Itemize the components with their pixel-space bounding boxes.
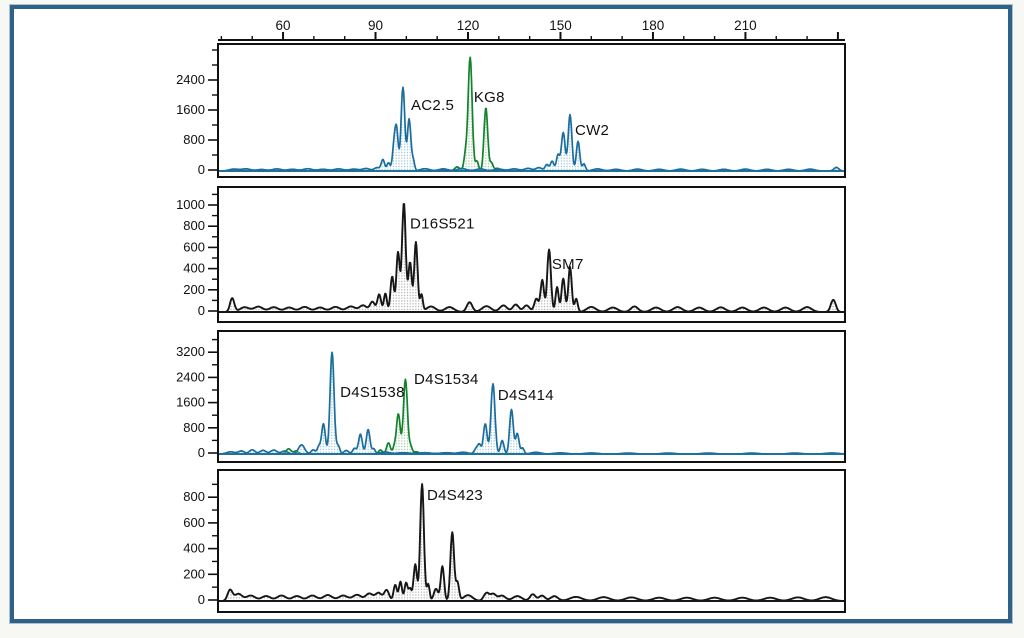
marker-label-D4S423: D4S423 <box>427 487 483 504</box>
panel-4-y-tick-label-600: 600 <box>183 515 205 530</box>
panel-3-y-tick-label-1600: 1600 <box>176 395 205 410</box>
panel-1: 0 800 1600 2400 AC2.5 KG8 CW2 <box>176 43 846 178</box>
marker-label-D16S521: D16S521 <box>410 216 475 233</box>
marker-label-SM7: SM7 <box>552 256 584 273</box>
marker-label-D4S414: D4S414 <box>498 387 554 404</box>
panel-4-trace-black <box>219 483 844 602</box>
x-tick-label-60: 60 <box>276 18 291 33</box>
panel-2: 0 200 400 600 800 1000 D16S521 SM7 <box>176 186 846 323</box>
panel-2-box <box>217 186 846 323</box>
marker-label-KG8: KG8 <box>474 89 505 106</box>
x-tick-label-210: 210 <box>734 18 757 33</box>
x-tick-label-120: 120 <box>457 18 480 33</box>
panel-4-box <box>217 469 846 613</box>
panel-4-y-tick-label-800: 800 <box>183 489 205 504</box>
panel-1-box <box>217 43 846 178</box>
marker-label-AC2-5: AC2.5 <box>411 97 454 114</box>
panel-2-y-tick-label-400: 400 <box>183 261 205 276</box>
panel-4-y-tick-label-0: 0 <box>198 592 205 607</box>
panel-3-y-tick-label-3200: 3200 <box>176 344 205 359</box>
panel-3: 0 800 1600 2400 3200 D4S1538 D4S1534 D4S414 <box>176 330 846 463</box>
panel-1-trace-blue <box>219 86 844 172</box>
marker-label-D4S1534: D4S1534 <box>414 371 479 388</box>
panel-2-y-tick-label-600: 600 <box>183 239 205 254</box>
panel-1-y-tick-label-800: 800 <box>183 132 205 147</box>
panel-2-trace-black <box>219 203 844 313</box>
x-tick-label-90: 90 <box>368 18 383 33</box>
x-axis: 60 90 120 150 180 210 <box>218 18 845 41</box>
panel-2-y-tick-label-0: 0 <box>198 303 205 318</box>
panel-2-y-tick-label-800: 800 <box>183 218 205 233</box>
panel-2-y-tick-label-1000: 1000 <box>176 197 205 212</box>
panel-2-y-tick-label-200: 200 <box>183 282 205 297</box>
panel-1-y-tick-label-0: 0 <box>198 162 205 177</box>
panel-1-y-tick-label-1600: 1600 <box>176 102 205 117</box>
marker-label-D4S1538: D4S1538 <box>340 384 405 401</box>
panel-4-y-tick-label-200: 200 <box>183 566 205 581</box>
panel-1-y-tick-label-2400: 2400 <box>176 72 205 87</box>
panel-4: 0 200 400 600 800 D4S423 <box>183 469 846 613</box>
x-tick-label-150: 150 <box>549 18 572 33</box>
panel-4-y-tick-label-400: 400 <box>183 541 205 556</box>
panel-3-y-tick-label-800: 800 <box>183 420 205 435</box>
panel-3-trace-blue <box>219 351 844 455</box>
x-tick-label-180: 180 <box>642 18 665 33</box>
marker-label-CW2: CW2 <box>575 122 609 139</box>
panel-3-y-tick-label-0: 0 <box>198 445 205 460</box>
panel-3-y-tick-label-2400: 2400 <box>176 369 205 384</box>
